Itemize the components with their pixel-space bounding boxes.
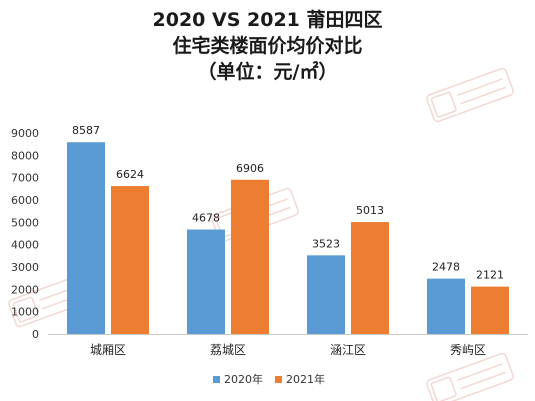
bars bbox=[67, 142, 509, 334]
watermark-seal bbox=[12, 296, 39, 323]
legend: 2020年 2021年 bbox=[213, 372, 325, 386]
y-tick-label: 2000 bbox=[11, 283, 39, 296]
x-tick-label: 荔城区 bbox=[210, 343, 246, 357]
y-tick-label: 9000 bbox=[11, 127, 39, 140]
bar bbox=[307, 255, 345, 334]
x-tick-label: 城厢区 bbox=[90, 343, 126, 357]
watermark-seal bbox=[430, 376, 457, 401]
y-tick-label: 4000 bbox=[11, 239, 39, 252]
y-tick-label: 8000 bbox=[11, 149, 39, 162]
bar bbox=[231, 179, 269, 334]
y-tick-label: 6000 bbox=[11, 194, 39, 207]
y-tick-label: 3000 bbox=[11, 261, 39, 274]
bar bbox=[187, 229, 225, 334]
watermark-stamp bbox=[426, 67, 514, 123]
y-tick-label: 5000 bbox=[11, 216, 39, 229]
y-tick-label: 7000 bbox=[11, 172, 39, 185]
chart-title-line: 住宅类楼面价均价对比 bbox=[172, 34, 362, 57]
data-label: 8587 bbox=[72, 124, 100, 137]
legend-label: 2020年 bbox=[224, 372, 263, 386]
bar bbox=[351, 222, 389, 334]
x-tick-label: 涵江区 bbox=[330, 343, 366, 357]
bar bbox=[111, 186, 149, 334]
bar bbox=[471, 286, 509, 334]
x-tick-label: 秀屿区 bbox=[450, 343, 486, 357]
data-label: 6624 bbox=[116, 168, 144, 181]
y-axis: 0 1000 2000 3000 4000 5000 6000 7000 8000 9000 bbox=[11, 127, 39, 341]
watermark-seal bbox=[430, 91, 457, 118]
watermark-frame bbox=[426, 352, 514, 401]
data-label: 2478 bbox=[432, 261, 460, 274]
watermark-stamp bbox=[426, 352, 514, 401]
x-axis: 城厢区 荔城区 涵江区 秀屿区 bbox=[48, 334, 528, 357]
data-label: 2121 bbox=[476, 269, 504, 282]
data-labels: 8587 6624 4678 6906 3523 5013 2478 2121 bbox=[72, 124, 504, 281]
legend-swatch bbox=[213, 376, 220, 383]
chart-title-line: 2020 VS 2021 莆田四区 bbox=[153, 8, 383, 31]
data-label: 3523 bbox=[312, 237, 340, 250]
watermark-stroke bbox=[460, 371, 506, 390]
y-tick-label: 1000 bbox=[11, 306, 39, 319]
bar bbox=[427, 278, 465, 334]
legend-label: 2021年 bbox=[286, 372, 325, 386]
watermark-stroke bbox=[457, 78, 503, 97]
data-label: 4678 bbox=[192, 212, 220, 225]
watermark-frame bbox=[426, 67, 514, 123]
data-label: 6906 bbox=[236, 162, 264, 175]
y-tick-label: 0 bbox=[32, 328, 39, 341]
data-label: 5013 bbox=[356, 204, 384, 217]
chart-title-line: （单位：元/㎡） bbox=[198, 60, 338, 83]
bar bbox=[67, 142, 105, 334]
watermark-stroke bbox=[460, 86, 506, 105]
watermark-stroke bbox=[457, 363, 503, 382]
legend-swatch bbox=[275, 376, 282, 383]
